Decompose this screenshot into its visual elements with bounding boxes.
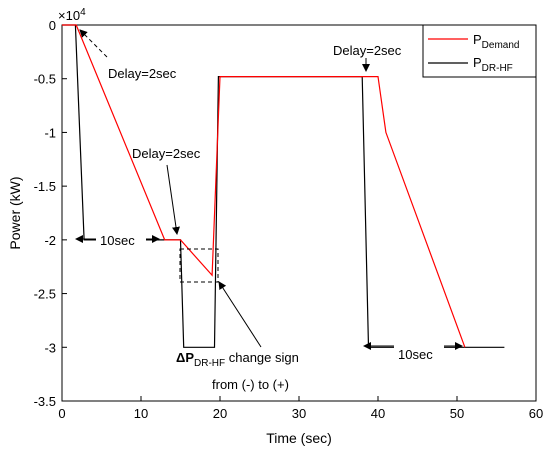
legend-label-drhf: PDR-HF <box>473 55 513 74</box>
y-tick-label: -2 <box>44 233 56 248</box>
y-tick-label: 0 <box>49 18 56 33</box>
legend-label-demand: PDemand <box>473 32 519 51</box>
legend-box <box>422 24 537 78</box>
y-axis-label: Power (kW) <box>7 176 23 249</box>
x-tick-label: 50 <box>450 406 464 421</box>
annotation-from-to: from (-) to (+) <box>212 377 289 392</box>
annotation-delay-3: Delay=2sec <box>333 43 402 58</box>
x-tick-label: 30 <box>292 406 306 421</box>
annotation-10sec-2: 10sec <box>398 347 433 362</box>
annotation-delay-1: Delay=2sec <box>108 66 177 81</box>
annotation-10sec-1: 10sec <box>100 233 135 248</box>
x-axis-label: Time (sec) <box>266 430 332 446</box>
annotation-dp-subscript: DR-HF <box>194 358 225 369</box>
y-tick-label: -3.5 <box>34 394 56 409</box>
annotation-dp-change-sign: ΔPDR-HF change sign <box>176 350 299 369</box>
y-multiplier: ×104 <box>58 7 86 23</box>
y-tick-label: -1.5 <box>34 179 56 194</box>
y-tick-label: -3 <box>44 340 56 355</box>
annotations: Delay=2sec Delay=2sec Delay=2sec 10sec 1… <box>96 43 444 392</box>
y-tick-label: -2.5 <box>34 287 56 302</box>
annotation-dp-rest: change sign <box>225 350 299 365</box>
y-axis-ticks: 0 -0.5 -1 -1.5 -2 -2.5 -3 -3.5 <box>34 18 67 409</box>
x-tick-label: 60 <box>529 406 543 421</box>
x-tick-label: 10 <box>134 406 148 421</box>
y-multiplier-exponent: 4 <box>80 7 86 18</box>
series-line-demand <box>62 24 466 348</box>
annotation-dp-symbol: ΔP <box>176 350 194 365</box>
y-tick-label: -1 <box>44 125 56 140</box>
x-axis-ticks: 0 10 20 30 40 50 60 <box>58 396 543 421</box>
x-tick-label: 20 <box>213 406 227 421</box>
x-tick-label: 0 <box>58 406 65 421</box>
x-tick-label: 40 <box>371 406 385 421</box>
annotation-delay-2: Delay=2sec <box>132 146 201 161</box>
plot-area <box>61 24 537 402</box>
y-tick-label: -0.5 <box>34 72 56 87</box>
legend: PDemand PDR-HF <box>422 24 537 78</box>
